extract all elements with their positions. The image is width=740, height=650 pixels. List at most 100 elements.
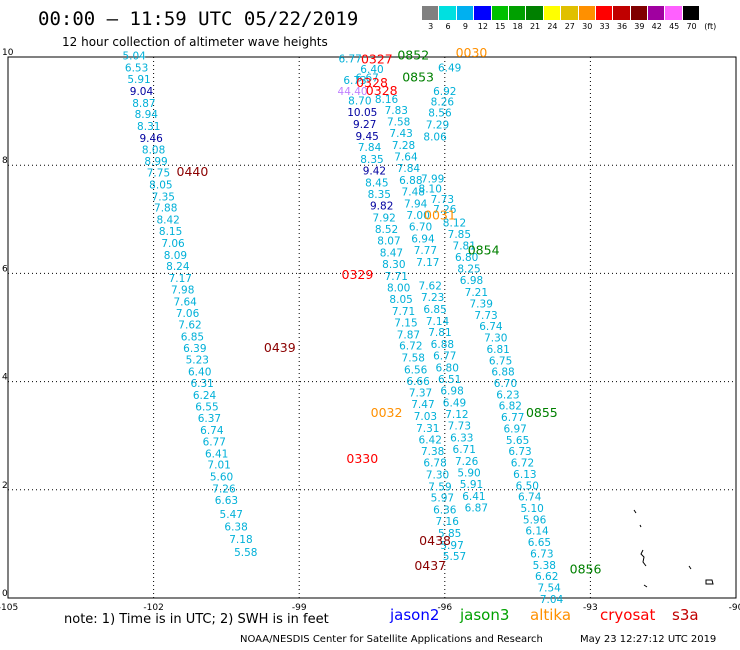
footer-timestamp: May 23 12:27:12 UTC 2019	[580, 634, 717, 645]
pass-time-label: 0438	[419, 533, 451, 548]
scale-swatch	[595, 6, 614, 20]
swh-value: 7.64	[394, 151, 418, 163]
swh-value: 6.31	[190, 378, 213, 390]
swh-value: 6.63	[215, 495, 238, 507]
legend-item: jason3	[460, 606, 510, 624]
pass-time-label: 0032	[371, 405, 403, 420]
x-tick-label: -93	[583, 603, 598, 613]
scale-label: 9	[462, 22, 469, 31]
swh-value: 6.62	[535, 571, 558, 583]
swh-value: 5.58	[234, 547, 257, 559]
legend-item: s3a	[672, 606, 699, 624]
swh-value: 6.51	[438, 374, 461, 386]
swh-value: 6.74	[518, 492, 542, 504]
swh-value: 7.62	[419, 281, 442, 293]
swh-value: 7.23	[421, 292, 444, 304]
swh-value: 6.77	[203, 436, 226, 448]
swh-value: 7.14	[426, 316, 450, 328]
pass-time-label: 0328	[366, 83, 398, 98]
swh-value: 7.81	[428, 327, 451, 339]
swh-value: 5.23	[186, 355, 209, 367]
swh-value: 5.57	[443, 551, 466, 563]
x-tick-label: -105	[0, 603, 18, 613]
swh-value: 7.92	[372, 212, 395, 224]
pass-time-label: 0440	[177, 164, 209, 179]
scale-label: 6	[445, 22, 451, 31]
swh-value: 7.06	[161, 238, 185, 250]
swh-value: 8.31	[137, 121, 160, 133]
swh-value: 8.70	[348, 96, 371, 108]
pass-time-label: 0328	[356, 75, 388, 90]
scale-label: 70	[686, 22, 697, 31]
scale-stop: 42	[648, 6, 666, 31]
scale-swatch	[630, 6, 649, 20]
swh-value: 7.04	[540, 594, 564, 606]
swh-value: 7.37	[409, 388, 432, 400]
swh-value: 6.23	[496, 389, 519, 401]
scale-label: 30	[582, 22, 593, 31]
swh-value: 6.72	[399, 341, 422, 353]
swh-value: 8.47	[380, 248, 403, 260]
swh-value: 8.35	[360, 154, 383, 166]
swh-value: 8.06	[423, 131, 447, 143]
swh-value: 6.87	[465, 502, 488, 514]
swh-value: 5.60	[210, 472, 233, 484]
swh-value: 7.00	[406, 210, 429, 222]
swh-value: 6.81	[486, 344, 509, 356]
footer-credit: NOAA/NESDIS Center for Satellite Applica…	[240, 634, 543, 645]
scale-swatch	[543, 6, 562, 20]
swh-value: 6.77	[501, 412, 524, 424]
pass-time-label: 0855	[526, 405, 558, 420]
swh-value: 7.28	[392, 140, 415, 152]
scale-swatch	[508, 6, 527, 20]
x-tick-label: -90	[729, 603, 740, 613]
coastline	[633, 509, 714, 588]
swh-value: 7.87	[397, 329, 420, 341]
pass-time-label: 0031	[424, 207, 456, 222]
swh-value: 9.04	[130, 86, 154, 98]
swh-value: 9.45	[355, 131, 378, 143]
page-title: 00:00 – 11:59 UTC 05/22/2019	[38, 8, 359, 30]
swh-value: 7.99	[421, 174, 444, 186]
swh-value: 7.84	[397, 163, 421, 175]
swh-value: 7.03	[414, 411, 437, 423]
swh-value: 7.15	[394, 317, 417, 329]
swh-value: 7.26	[433, 204, 457, 216]
x-tick-label: -99	[292, 603, 307, 613]
y-tick-label: 6	[2, 264, 8, 274]
swh-value: 8.12	[443, 217, 466, 229]
swh-value: 7.39	[470, 298, 493, 310]
pass-time-label: 0853	[402, 69, 434, 84]
scale-stop: 30	[578, 6, 596, 31]
scale-stop: 18	[508, 6, 527, 31]
swh-value: 6.97	[503, 423, 526, 435]
scale-swatch	[665, 6, 683, 20]
scale-label: 24	[547, 22, 558, 31]
swh-value: 7.85	[448, 229, 471, 241]
swh-value: 8.10	[419, 183, 442, 195]
y-tick-label: 0	[2, 589, 8, 599]
swh-value: 7.71	[385, 271, 408, 283]
pass-time-label: 0327	[361, 51, 393, 66]
swh-value: 8.52	[375, 224, 398, 236]
swh-value: 7.98	[171, 284, 194, 296]
scale-swatch	[491, 6, 509, 20]
swh-value: 8.05	[389, 294, 412, 306]
swh-value: 5.97	[440, 540, 463, 552]
swh-value: 9.27	[353, 119, 376, 131]
scale-stop: 39	[630, 6, 649, 31]
swh-value: 6.88	[491, 367, 514, 379]
swh-value: 7.84	[358, 142, 382, 154]
swh-value: 7.75	[147, 168, 170, 180]
y-tick-label: 4	[2, 373, 8, 383]
swh-value: 7.30	[484, 333, 507, 345]
swh-value: 6.73	[530, 548, 553, 560]
swh-value: 6.24	[193, 390, 217, 402]
scale-swatch	[526, 6, 544, 20]
scale-swatch	[439, 6, 457, 20]
scale-label: 12	[477, 22, 488, 31]
swh-value: 7.77	[414, 245, 437, 257]
swh-value: 6.74	[479, 321, 503, 333]
pass-time-label: 0439	[264, 340, 296, 355]
